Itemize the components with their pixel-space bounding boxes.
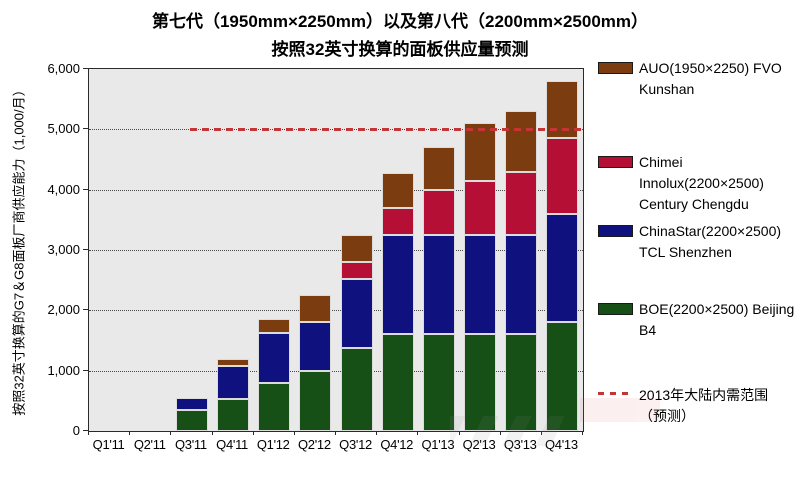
legend-swatch [598,303,633,315]
bar-segment [217,399,250,431]
bar-segment [381,173,414,208]
y-tick-mark [83,68,88,69]
bar-segment [175,409,208,431]
legend-dash-marker [598,392,634,395]
bar-segment [546,322,579,431]
bar-segment [340,348,373,431]
gridline-3000 [89,250,583,251]
bar-segment [299,295,332,323]
bar-segment [299,322,332,371]
legend-label: Chimei Innolux(2200×2500) Century Chengd… [639,154,764,212]
legend-swatch [598,156,633,168]
bar-segment [340,262,373,279]
x-tick-mark [170,431,172,435]
x-tick-label: Q1'11 [92,437,125,452]
gridline-1000 [89,370,583,372]
x-tick-label: Q1'13 [421,437,455,452]
bar-segment [464,123,497,181]
reference-line-5000 [190,128,583,132]
y-tick-mark [83,309,88,311]
legend-label: 2013年大陆内需范围（预测） [639,387,769,424]
y-tick-mark [83,249,88,250]
x-tick-mark [293,431,295,435]
y-tick-label: 3,000 [47,242,80,257]
bar-segment [217,358,250,367]
x-tick-mark [211,431,213,435]
bar-segment [464,180,497,235]
chart-title: 第七代（1950mm×2250mm）以及第八代（2200mm×2500mm） 按… [0,8,800,64]
y-tick-label: 0 [72,423,80,438]
x-tick-label: Q4'12 [380,437,414,452]
legend-label: BOE(2200×2500) Beijing B4 [639,301,795,338]
plot-area [88,68,584,432]
y-tick-label: 4,000 [47,181,80,197]
bar-segment [505,111,538,172]
bar-segment [340,278,373,349]
bar-segment [299,370,332,431]
bar-segment [422,234,455,335]
chart-title-line2: 按照32英寸换算的面板供应量预测 [271,40,529,59]
legend-label: AUO(1950×2250) FVO Kunshan [639,60,782,97]
y-tick-mark [83,128,88,130]
bar-segment [217,366,250,400]
x-tick-label: Q2'13 [462,437,496,452]
x-tick-mark [376,431,378,435]
legend: AUO(1950×2250) FVO Kunshan Chimei Innolux… [598,0,798,497]
x-tick-mark [582,431,583,435]
y-tick-mark [83,369,88,371]
gridline-2000 [89,310,583,312]
bar-segment [505,234,538,335]
y-tick-label: 6,000 [47,61,80,76]
legend-swatch [598,225,633,237]
bar-segment [175,397,208,410]
x-tick-mark [540,431,542,435]
bar-segment [505,171,538,235]
x-tick-mark [252,431,254,435]
x-tick-mark [88,431,89,435]
chart-title-line1: 第七代（1950mm×2250mm）以及第八代（2200mm×2500mm） [151,12,649,31]
gridline-4000 [89,189,583,191]
x-tick-label: Q4'13 [545,437,578,452]
x-tick-mark [335,431,336,435]
bar-segment [546,213,579,323]
bar-segment [422,147,455,190]
bar-segment [258,382,291,431]
x-tick-mark [129,431,131,435]
bar-segment [422,334,455,431]
x-tick-mark [417,431,419,435]
bar-segment [381,334,414,431]
bar-segment [381,234,414,335]
x-tick-label: Q2'12 [298,437,331,452]
x-tick-label: Q2'11 [133,437,166,452]
bar-segment [422,189,455,235]
bar-segment [258,319,291,333]
x-tick-label: Q3'12 [339,437,372,452]
y-tick-mark [83,188,88,190]
x-tick-mark [458,431,460,435]
y-axis-title: 按照32英寸换算的G7＆G8面板厂商供应能力（1,000/月） [11,83,27,416]
bar-segment [258,332,291,383]
y-tick-label: 5,000 [47,121,80,137]
bar-segment [381,207,414,235]
x-tick-label: Q1'12 [256,437,290,452]
x-tick-label: Q4'11 [216,437,248,452]
legend-label: ChinaStar(2200×2500) TCL Shenzhen [639,223,782,260]
bar-segment [546,138,579,214]
y-tick-label: 1,000 [47,362,80,378]
x-tick-label: Q3'11 [174,437,207,452]
bar-segment [464,234,497,335]
legend-swatch [598,62,633,74]
bar-segment [505,334,538,431]
x-tick-label: Q3'13 [503,437,537,452]
y-tick-label: 2,000 [47,302,80,318]
y-tick-mark [83,430,88,431]
x-tick-mark [499,431,501,435]
bar-segment [340,234,373,263]
bar-segment [464,334,497,431]
